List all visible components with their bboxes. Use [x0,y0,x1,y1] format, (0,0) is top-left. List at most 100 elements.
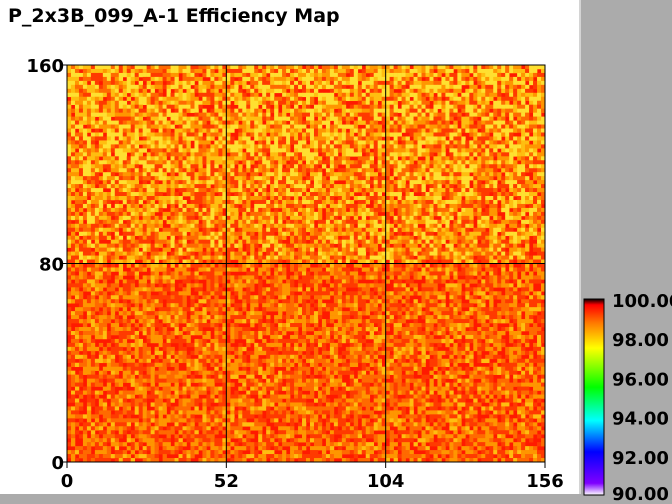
heatmap-cell [302,148,307,153]
heatmap-cell [70,116,76,121]
heatmap-cell [186,120,191,125]
heatmap-cell [525,184,530,189]
heatmap-cell [122,176,128,181]
heatmap-cell [162,132,167,137]
heatmap-cell [138,231,143,237]
heatmap-cell [226,172,231,177]
heatmap-cell [110,172,116,177]
heatmap-cell [357,156,363,161]
heatmap-cell [246,176,251,181]
heatmap-cell [349,203,355,209]
heatmap-cell [142,207,147,213]
heatmap-cell [118,80,124,86]
heatmap-cell [282,84,287,90]
heatmap-cell [210,148,215,153]
heatmap-cell [94,235,100,240]
heatmap-cell [417,108,422,113]
heatmap-cell [94,68,100,74]
heatmap-cell [353,68,359,74]
heatmap-cell [198,184,203,189]
heatmap-cell [401,68,406,74]
heatmap-cell [234,188,239,193]
heatmap-cell [405,207,410,213]
heatmap-cell [477,108,482,113]
heatmap-cell [246,104,251,109]
heatmap-cell [373,124,378,129]
heatmap-cell [67,184,72,189]
heatmap-cell [82,144,88,149]
heatmap-cell [254,156,259,161]
heatmap-cell [541,227,546,233]
heatmap-cell [497,172,502,177]
heatmap-cell [206,235,211,240]
heatmap-cell [485,104,490,109]
heatmap-cell [509,112,514,117]
heatmap-cell [517,92,522,98]
heatmap-cell [509,80,514,86]
heatmap-cell [401,96,406,102]
heatmap-cell [401,112,406,117]
heatmap-cell [150,124,155,129]
heatmap-cell [405,116,410,121]
heatmap-cell [325,108,331,113]
heatmap-cell [421,116,426,121]
heatmap-cell [409,223,414,229]
heatmap-cell [321,192,327,197]
heatmap-cell [421,219,426,225]
heatmap-cell [230,148,235,153]
heatmap-cell [457,176,462,181]
heatmap-cell [182,203,187,209]
heatmap-cell [254,100,259,105]
heatmap-cell [110,104,116,109]
heatmap-cell [278,68,283,74]
heatmap-cell [321,100,327,105]
heatmap-cell [290,116,295,121]
heatmap-cell [282,148,287,153]
heatmap-cell [461,140,466,145]
heatmap-cell [445,116,450,121]
heatmap-cell [94,84,100,90]
heatmap-cell [266,92,271,98]
heatmap-cell [505,239,510,244]
heatmap-cell [473,92,478,98]
heatmap-cell [102,219,108,225]
heatmap-cell [134,223,139,229]
heatmap-cell [397,160,402,165]
heatmap-cell [126,184,132,189]
heatmap-cell [154,223,159,229]
heatmap-cell [389,188,394,193]
heatmap-cell [210,76,215,82]
heatmap-cell [417,196,422,201]
heatmap-cell [401,84,406,90]
heatmap-cell [349,184,355,189]
heatmap-cell [437,80,442,86]
heatmap-cell [337,88,343,94]
heatmap-cell [365,65,371,70]
heatmap-cell [541,124,546,129]
heatmap-cell [325,140,331,145]
heatmap-cell [174,168,179,173]
heatmap-cell [369,96,375,102]
heatmap-cell [214,100,219,105]
heatmap-cell [270,160,275,165]
heatmap-cell [78,88,84,94]
heatmap-cell [361,192,367,197]
heatmap-cell [298,120,303,125]
heatmap-cell [154,243,159,248]
heatmap-cell [198,100,203,105]
heatmap-cell [302,164,307,169]
heatmap-cell [353,231,359,237]
heatmap-cell [186,219,191,225]
heatmap-cell [286,100,291,105]
heatmap-cell [413,120,418,125]
heatmap-cell [230,96,235,102]
heatmap-cell [78,156,84,161]
heatmap-cell [333,239,339,244]
heatmap-cell [126,108,132,113]
heatmap-cell [317,132,323,137]
heatmap-cell [102,215,108,221]
heatmap-cell [274,156,279,161]
heatmap-cell [258,203,263,209]
heatmap-cell [166,112,171,117]
heatmap-cell [497,207,502,213]
